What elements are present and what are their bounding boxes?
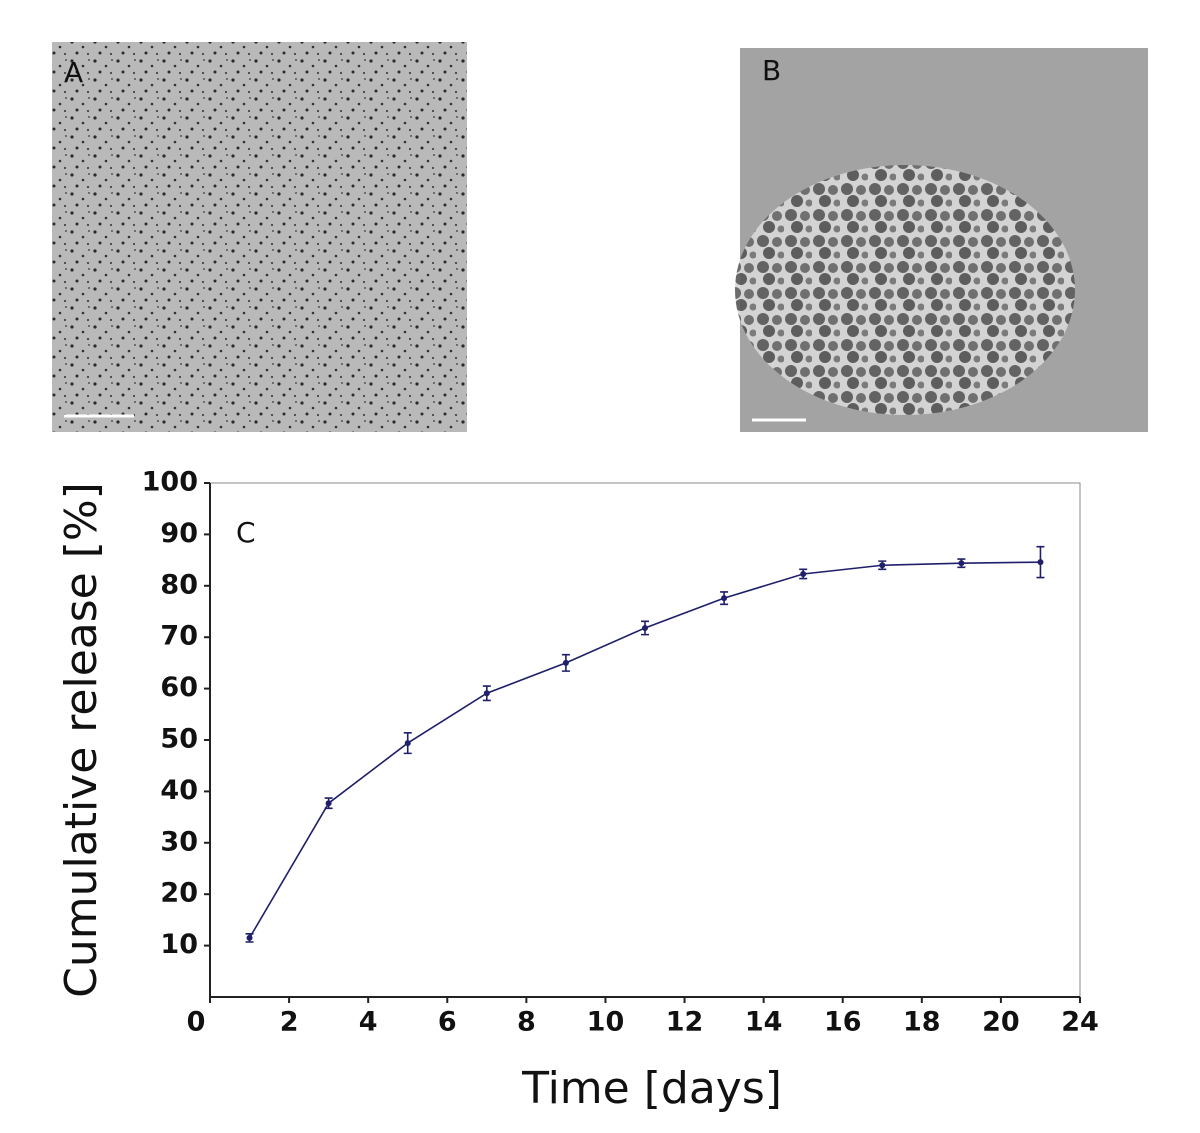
y-tick-label: 90 (160, 518, 198, 549)
y-tick-label: 70 (160, 621, 198, 652)
particle-cluster (735, 165, 1075, 415)
x-tick-label: 14 (745, 1007, 783, 1038)
data-point (879, 562, 886, 569)
x-tick-label: 6 (438, 1007, 457, 1038)
panel-label: B (762, 54, 781, 87)
x-tick-label: 20 (982, 1007, 1020, 1038)
x-tick-label: 12 (666, 1007, 704, 1038)
panel-label: C (236, 516, 256, 549)
y-tick-label: 100 (142, 467, 198, 498)
series-line (248, 561, 1041, 939)
x-tick-label: 18 (903, 1007, 941, 1038)
panel-label: A (64, 56, 83, 89)
y-tick-label: 50 (160, 724, 198, 755)
x-axis-title: Time [days] (521, 1063, 782, 1114)
x-tick-label: 2 (280, 1007, 299, 1038)
data-point (483, 690, 490, 697)
x-tick-label: 10 (587, 1007, 625, 1038)
data-point (721, 595, 728, 602)
data-point (642, 624, 648, 631)
y-tick-label: 40 (160, 775, 198, 806)
x-tick-label: 0 (187, 1007, 206, 1038)
y-tick-label: 10 (160, 929, 198, 960)
y-tick-label: 30 (160, 826, 198, 857)
y-axis-title: Cumulative release [%] (56, 482, 107, 998)
x-tick-label: 4 (359, 1007, 378, 1038)
x-tick-label: 8 (517, 1007, 536, 1038)
y-tick-label: 20 (160, 878, 198, 909)
data-point (562, 659, 569, 666)
data-point (325, 800, 332, 807)
panel-a: A (52, 42, 467, 432)
data-point (800, 570, 807, 577)
x-tick-label: 24 (1061, 1007, 1099, 1038)
panel-b: B (735, 48, 1148, 432)
micrograph-a (52, 42, 467, 432)
x-tick-label: 16 (824, 1007, 862, 1038)
data-point (958, 560, 965, 567)
y-tick-label: 60 (160, 672, 198, 703)
data-point (1037, 559, 1044, 566)
y-tick-label: 80 (160, 569, 198, 600)
plot-frame (209, 482, 1081, 998)
data-point (404, 740, 411, 747)
data-point (246, 934, 253, 941)
